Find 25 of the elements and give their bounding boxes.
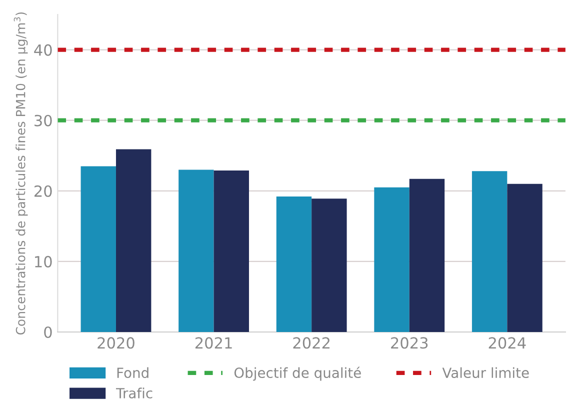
legend-label: Fond bbox=[117, 367, 148, 378]
x-tick-label: 2021 bbox=[195, 337, 232, 349]
x-tick-label: 2024 bbox=[488, 337, 526, 349]
bar bbox=[507, 184, 542, 332]
y-tick-label: 0 bbox=[44, 326, 52, 338]
y-tick-label: 30 bbox=[34, 114, 52, 126]
bar bbox=[276, 196, 312, 332]
bar bbox=[374, 187, 410, 332]
bar bbox=[80, 166, 116, 332]
y-tick-label: 20 bbox=[34, 185, 52, 197]
y-axis-title: Concentrations de particules fines PM10 (en µg/m$^{3}$) bbox=[14, 12, 28, 335]
bar bbox=[472, 171, 508, 332]
x-tick-label: 2022 bbox=[293, 337, 330, 349]
bar bbox=[312, 198, 347, 332]
legend-label: Trafic bbox=[116, 388, 152, 398]
bar bbox=[214, 170, 249, 332]
bar bbox=[178, 170, 214, 332]
bar bbox=[409, 178, 445, 332]
x-tick-label: 2023 bbox=[391, 337, 428, 349]
x-tick-label: 2020 bbox=[98, 337, 134, 349]
legend-label: Valeur limite bbox=[442, 367, 529, 378]
bar bbox=[116, 149, 152, 332]
y-tick-label: 40 bbox=[34, 44, 52, 56]
y-tick-label: 10 bbox=[35, 256, 52, 268]
legend-label: Objectif de qualité bbox=[234, 366, 361, 381]
